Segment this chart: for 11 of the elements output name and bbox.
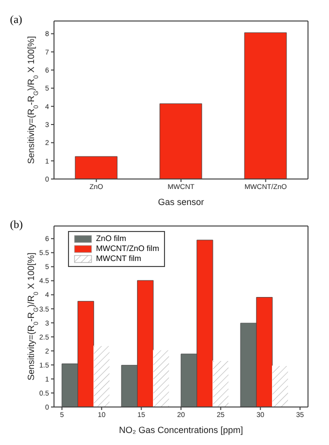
bar (212, 360, 229, 407)
legend-label: ZnO film (96, 234, 126, 244)
x-axis-title: Gas sensor (158, 197, 204, 207)
bar (152, 350, 170, 407)
chart-title: (a) (10, 14, 22, 26)
legend-label: MWCNT/ZnO film (96, 244, 160, 254)
bar (272, 366, 289, 407)
x-axis-title: NO₂ Gas Concentrations [ppm] (118, 425, 244, 435)
bar (93, 346, 110, 407)
chart-title: (b) (10, 219, 23, 231)
legend-label: MWCNT film (96, 254, 142, 264)
